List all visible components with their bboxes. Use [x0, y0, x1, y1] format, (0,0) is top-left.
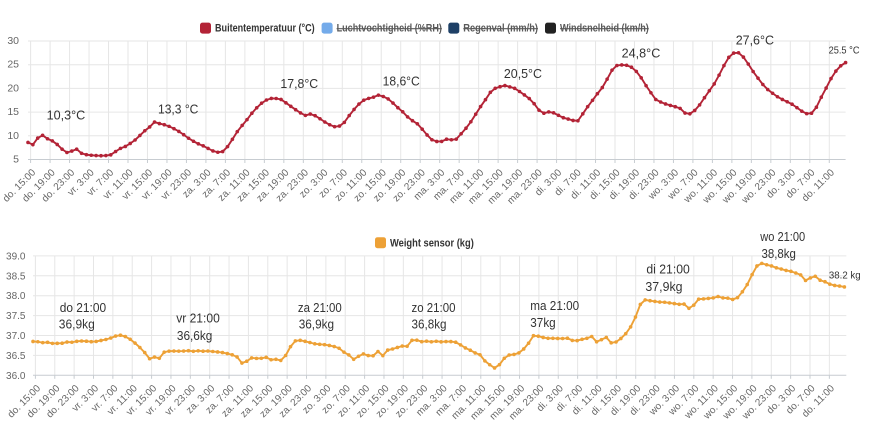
svg-text:15: 15: [7, 106, 19, 118]
svg-text:Windsnelheid (km/h): Windsnelheid (km/h): [560, 23, 649, 35]
svg-text:Weight sensor (kg): Weight sensor (kg): [390, 237, 474, 249]
svg-text:25.5 °C: 25.5 °C: [829, 45, 860, 57]
svg-text:24,8°C: 24,8°C: [622, 47, 661, 61]
svg-text:36,9kg: 36,9kg: [59, 318, 95, 332]
svg-text:ma 21:00: ma 21:00: [530, 299, 579, 313]
svg-text:36,9kg: 36,9kg: [299, 317, 334, 331]
svg-text:wo 21:00: wo 21:00: [759, 230, 805, 244]
svg-text:38.2 kg: 38.2 kg: [829, 270, 861, 282]
svg-text:di 21:00: di 21:00: [646, 263, 689, 277]
svg-text:36.0: 36.0: [6, 371, 26, 382]
svg-text:36,8kg: 36,8kg: [412, 318, 447, 332]
svg-text:20: 20: [7, 82, 19, 94]
svg-text:36.5: 36.5: [6, 351, 26, 362]
svg-text:do 21:00: do 21:00: [60, 301, 106, 315]
svg-text:18,6°C: 18,6°C: [383, 75, 420, 89]
svg-text:10,3°C: 10,3°C: [47, 109, 86, 123]
svg-text:Regenval (mm/h): Regenval (mm/h): [463, 23, 538, 35]
svg-text:13,3 °C: 13,3 °C: [158, 103, 198, 117]
svg-text:20,5°C: 20,5°C: [504, 67, 542, 81]
svg-text:37kg: 37kg: [530, 316, 555, 330]
svg-text:36,6kg: 36,6kg: [177, 329, 212, 343]
svg-text:za 21:00: za 21:00: [298, 301, 342, 315]
svg-text:10: 10: [7, 130, 19, 142]
svg-text:38.0: 38.0: [6, 291, 26, 302]
svg-text:17,8°C: 17,8°C: [280, 77, 318, 91]
svg-text:zo 21:00: zo 21:00: [412, 301, 456, 315]
svg-text:39.0: 39.0: [6, 251, 26, 262]
svg-text:vr 21:00: vr 21:00: [176, 311, 220, 325]
svg-text:Luchtvochtigheid (%RH): Luchtvochtigheid (%RH): [337, 23, 443, 35]
svg-text:27,6°C: 27,6°C: [736, 33, 774, 47]
svg-text:Buitentemperatuur (°C): Buitentemperatuur (°C): [215, 23, 315, 35]
svg-text:5: 5: [13, 154, 19, 166]
svg-text:38.5: 38.5: [6, 271, 26, 282]
svg-text:25: 25: [7, 59, 19, 71]
svg-text:30: 30: [7, 35, 19, 47]
svg-text:37.5: 37.5: [6, 311, 26, 322]
svg-text:38,8kg: 38,8kg: [762, 247, 796, 261]
svg-text:37.0: 37.0: [6, 331, 26, 342]
svg-text:37,9kg: 37,9kg: [645, 280, 682, 294]
